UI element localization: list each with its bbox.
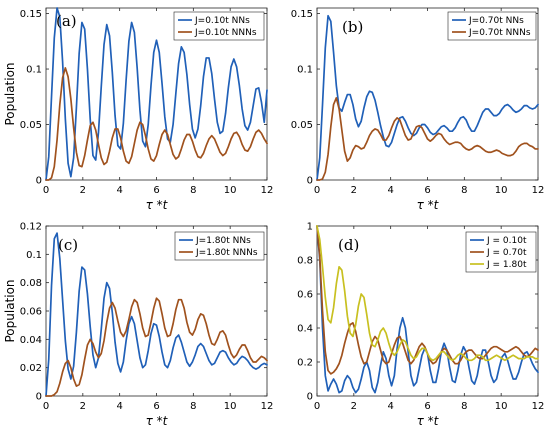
x-tick-label: 12	[532, 185, 545, 196]
legend: J = 0.10t J = 0.70t J = 1.80t	[465, 231, 537, 273]
y-tick-label: 0.1	[26, 250, 42, 261]
y-tick-label: 0.1	[26, 65, 42, 76]
y-tick-label: 0.02	[20, 363, 42, 374]
series-line-3	[316, 225, 539, 362]
x-axis-label: τ *t	[417, 198, 440, 212]
x-tick-label: 10	[495, 401, 508, 412]
legend-box	[447, 11, 537, 41]
x-tick-label: 6	[153, 401, 159, 412]
y-tick-label: 0.12	[20, 222, 42, 233]
x-tick-label: 8	[461, 401, 467, 412]
x-tick-label: 10	[224, 401, 237, 412]
legend: J=0.70t NNs J=0.70t NNNs	[447, 11, 537, 41]
y-tick-label: 0.15	[20, 9, 42, 20]
x-tick-label: 0	[43, 185, 49, 196]
series-line-2	[316, 97, 539, 181]
y-axis-label: Population	[3, 62, 17, 125]
x-tick-label: 4	[387, 401, 393, 412]
panel-a: 0 2 4 6 8 10 12 0 0.05 0.1 0.15 τ *t Population (a) J=…	[3, 7, 274, 212]
series-line-2	[45, 67, 268, 181]
legend-entry-label: J=0.70t NNNs	[468, 28, 531, 38]
x-tick-label: 6	[424, 401, 430, 412]
x-tick-label: 8	[190, 185, 196, 196]
y-tick-label: 0.08	[20, 278, 42, 289]
legend-entry-label: J=0.10t NNNs	[194, 28, 257, 38]
x-axis-label: τ *t	[417, 414, 440, 428]
series-line-2	[45, 297, 268, 397]
x-axis-label: τ *t	[146, 414, 169, 428]
legend-entry-label: J=0.10t NNs	[194, 16, 250, 26]
y-tick-label: 0.06	[20, 307, 42, 318]
legend-box	[173, 11, 265, 41]
x-tick-label: 0	[43, 401, 49, 412]
y-tick-label: 0.15	[291, 9, 313, 20]
x-tick-label: 2	[80, 401, 86, 412]
x-tick-label: 12	[532, 401, 545, 412]
legend-entry-label: J = 1.80t	[486, 260, 527, 270]
panel-label: (a)	[56, 12, 77, 30]
y-tick-label: 0.4	[297, 324, 313, 335]
x-tick-label: 4	[116, 185, 122, 196]
y-tick-label: 0.8	[297, 256, 313, 267]
x-tick-label: 0	[314, 401, 320, 412]
x-tick-label: 8	[461, 185, 467, 196]
series-line-1	[45, 232, 268, 397]
x-tick-label: 6	[424, 185, 430, 196]
x-tick-label: 10	[224, 185, 237, 196]
y-tick-label: 0	[36, 176, 42, 187]
y-tick-label: 0.05	[291, 120, 313, 131]
y-tick-label: 1	[307, 222, 313, 233]
legend: J=1.80t NNs J=1.80t NNNs	[174, 231, 265, 261]
legend-box	[174, 231, 265, 261]
x-tick-label: 12	[261, 185, 274, 196]
y-tick-label: 0	[36, 392, 42, 403]
series-line-1	[316, 14, 539, 181]
legend-entry-label: J=0.70t NNs	[468, 16, 524, 26]
y-tick-label: 0.2	[297, 358, 313, 369]
x-tick-label: 0	[314, 185, 320, 196]
y-tick-label: 0.6	[297, 290, 313, 301]
x-tick-label: 2	[351, 401, 357, 412]
y-tick-label: 0	[307, 176, 313, 187]
panel-label: (b)	[342, 18, 363, 36]
legend-entry-label: J=1.80t NNs	[195, 236, 251, 246]
legend: J=0.10t NNs J=0.10t NNNs	[173, 11, 265, 41]
panel-label: (d)	[338, 236, 359, 254]
x-axis-label: τ *t	[146, 198, 169, 212]
x-tick-label: 2	[351, 185, 357, 196]
x-tick-label: 8	[190, 401, 196, 412]
y-tick-label: 0	[307, 392, 313, 403]
x-tick-label: 4	[387, 185, 393, 196]
y-tick-label: 0.04	[20, 335, 42, 346]
legend-entry-label: J = 0.10t	[486, 236, 527, 246]
legend-entry-label: J=1.80t NNNs	[195, 248, 258, 258]
x-tick-label: 10	[495, 185, 508, 196]
x-tick-label: 2	[80, 185, 86, 196]
series-line-1	[45, 7, 268, 181]
y-tick-label: 0.1	[297, 65, 313, 76]
panel-label: (c)	[58, 236, 78, 254]
panel-c: 0 2 4 6 8 10 12 0 0.02 0.04 0.06 0.08 0.1 0.12 τ *t Pop…	[3, 222, 273, 429]
y-axis-label: Population	[3, 279, 17, 342]
x-tick-label: 6	[153, 185, 159, 196]
legend-entry-label: J = 0.70t	[486, 248, 527, 258]
x-tick-label: 12	[261, 401, 274, 412]
x-tick-label: 4	[116, 401, 122, 412]
y-tick-label: 0.05	[20, 120, 42, 131]
